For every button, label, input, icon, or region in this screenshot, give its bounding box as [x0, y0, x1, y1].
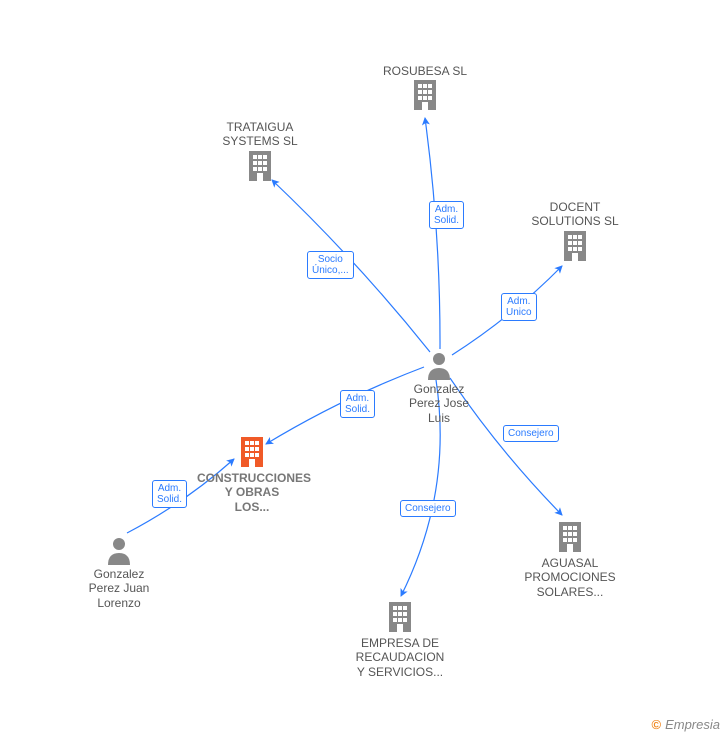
node-label: CONSTRUCCIONES Y OBRAS LOS...	[197, 471, 307, 514]
edge	[425, 118, 440, 349]
node-label: EMPRESA DE RECAUDACION Y SERVICIOS...	[345, 636, 455, 679]
edge-label: Adm. Solid.	[340, 390, 375, 418]
building-icon	[205, 149, 315, 183]
edge-label: Adm. Solid.	[152, 480, 187, 508]
node-label: ROSUBESA SL	[370, 64, 480, 78]
watermark-text: Empresia	[665, 717, 720, 732]
network-diagram: { "canvas": { "width": 728, "height": 74…	[0, 0, 728, 740]
person-icon	[64, 535, 174, 565]
node-label: Gonzalez Perez Jose Luis	[384, 382, 494, 425]
edge-label: Adm. Unico	[501, 293, 537, 321]
company-node[interactable]: DOCENT SOLUTIONS SL	[520, 198, 630, 263]
node-label: TRATAIGUA SYSTEMS SL	[205, 120, 315, 149]
person-icon	[384, 350, 494, 380]
node-label: AGUASAL PROMOCIONES SOLARES...	[515, 556, 625, 599]
copyright-symbol: ©	[651, 717, 661, 732]
watermark: © Empresia	[651, 717, 720, 732]
building-icon	[370, 78, 480, 112]
building-icon	[515, 520, 625, 554]
edge-label: Consejero	[400, 500, 456, 517]
company-node[interactable]: EMPRESA DE RECAUDACION Y SERVICIOS...	[345, 600, 455, 679]
person-node[interactable]: Gonzalez Perez Jose Luis	[384, 350, 494, 425]
edge-label: Socio Único,...	[307, 251, 354, 279]
edge-label: Consejero	[503, 425, 559, 442]
node-label: Gonzalez Perez Juan Lorenzo	[64, 567, 174, 610]
building-icon	[345, 600, 455, 634]
company-node[interactable]: TRATAIGUA SYSTEMS SL	[205, 118, 315, 183]
company-node[interactable]: CONSTRUCCIONES Y OBRAS LOS...	[197, 435, 307, 514]
building-icon	[197, 435, 307, 469]
company-node[interactable]: AGUASAL PROMOCIONES SOLARES...	[515, 520, 625, 599]
node-label: DOCENT SOLUTIONS SL	[520, 200, 630, 229]
edge-label: Adm. Solid.	[429, 201, 464, 229]
company-node[interactable]: ROSUBESA SL	[370, 62, 480, 112]
building-icon	[520, 229, 630, 263]
person-node[interactable]: Gonzalez Perez Juan Lorenzo	[64, 535, 174, 610]
